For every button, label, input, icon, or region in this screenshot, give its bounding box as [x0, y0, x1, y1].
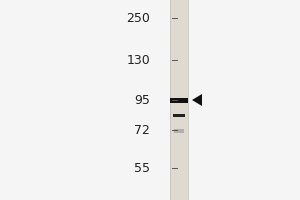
Text: 130: 130 — [126, 53, 150, 66]
Text: 55: 55 — [134, 162, 150, 174]
Bar — [170, 0, 188, 200]
Bar — [173, 114, 185, 116]
Polygon shape — [192, 94, 202, 106]
Text: 72: 72 — [134, 123, 150, 136]
Text: 250: 250 — [126, 11, 150, 24]
Bar — [170, 98, 188, 102]
Text: 95: 95 — [134, 94, 150, 106]
Bar — [174, 129, 184, 133]
